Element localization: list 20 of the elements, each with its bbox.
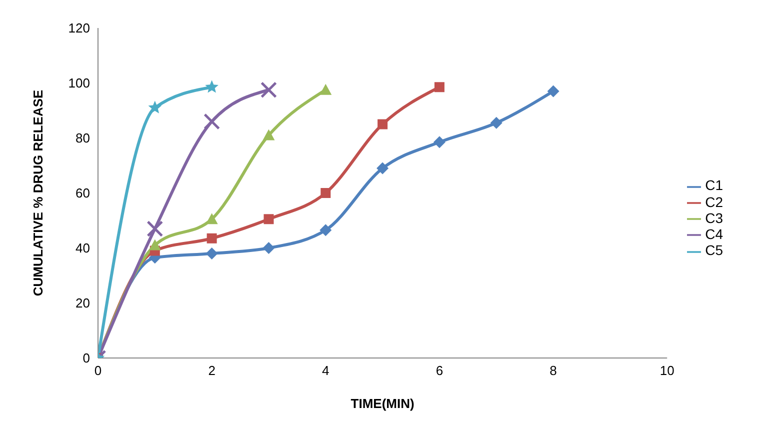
- legend-label: C5: [705, 242, 723, 258]
- x-tick-label: 2: [208, 363, 216, 378]
- x-axis-title: TIME(MIN): [350, 396, 414, 411]
- y-tick-label: 0: [82, 350, 90, 366]
- x-tick-label: 8: [550, 363, 557, 378]
- y-tick-label: 120: [68, 20, 90, 36]
- x-tick-label: 0: [94, 363, 102, 378]
- y-tick-label: 80: [76, 130, 90, 146]
- legend-label: C2: [705, 194, 723, 210]
- legend-label: C4: [705, 226, 723, 242]
- y-tick-label: 60: [76, 186, 90, 201]
- y-tick-label: 40: [76, 240, 90, 256]
- x-tick-label: 10: [660, 363, 674, 378]
- x-tick-label: 6: [436, 363, 444, 378]
- y-axis-title: CUMULATIVE % DRUG RELEASE: [30, 90, 46, 296]
- x-tick-label: 4: [322, 363, 330, 378]
- legend-label: C1: [705, 177, 723, 194]
- y-tick-label: 100: [68, 76, 90, 91]
- y-tick-label: 20: [76, 296, 90, 311]
- legend-label: C3: [705, 210, 723, 226]
